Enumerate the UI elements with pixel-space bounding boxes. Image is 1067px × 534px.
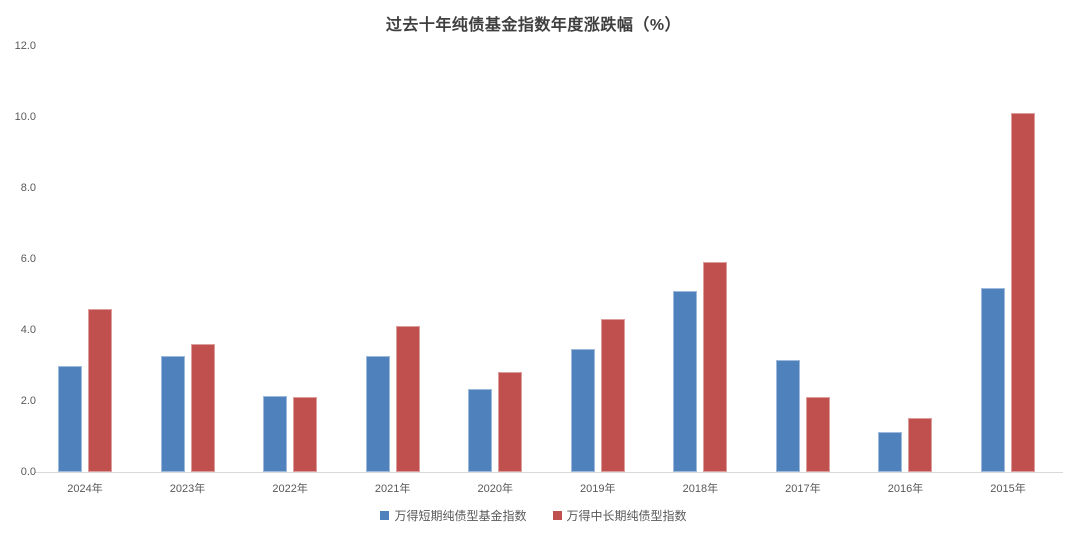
x-axis-tick-label: 2017年 [785,483,821,495]
legend: 万得短期纯债型基金指数 万得中长期纯债型指数 [0,507,1067,524]
x-axis-tick-label: 2018年 [682,483,719,495]
bar-short-term-bond-index [570,348,595,472]
legend-label: 万得短期纯债型基金指数 [394,509,527,523]
bar-medium-long-term-bond-index [293,396,318,472]
bar-medium-long-term-bond-index [703,262,728,472]
y-axis-tick-label: 10.0 [14,111,36,123]
x-axis-tick-label: 2015年 [990,483,1026,495]
bar-short-term-bond-index [468,389,493,472]
bar-short-term-bond-index [263,396,288,472]
bar-short-term-bond-index [775,359,800,472]
x-axis-line [35,472,1063,473]
y-axis-tick-label: 4.0 [20,324,36,336]
bar-medium-long-term-bond-index [88,309,112,472]
bar-medium-long-term-bond-index [600,318,625,472]
bar-short-term-bond-index [981,287,1006,472]
y-axis-tick-label: 0.0 [20,466,36,478]
y-axis-tick-label: 8.0 [20,182,36,194]
x-axis-tick-label: 2021年 [374,483,411,495]
y-axis-tick-label: 2.0 [20,395,36,407]
legend-color-swatch-icon [552,511,562,520]
chart-title: 过去十年纯债基金指数年度涨跌幅（%） [385,17,682,34]
legend-color-swatch-icon [380,511,390,520]
bar-medium-long-term-bond-index [805,396,830,472]
x-axis-tick-label: 2020年 [477,483,513,495]
x-axis-tick-label: 2024年 [67,483,103,495]
x-axis-tick-label: 2022年 [272,483,308,495]
y-axis-tick-label: 6.0 [20,253,36,265]
y-axis-tick-label: 12.0 [14,40,36,52]
bar-medium-long-term-bond-index [1011,112,1036,472]
x-axis-tick-label: 2019年 [580,483,616,495]
legend-item-medium-long-term-bond-index: 万得中长期纯债型指数 [552,507,687,524]
bar-medium-long-term-bond-index [498,371,523,472]
bar-short-term-bond-index [58,365,82,472]
bar-short-term-bond-index [160,355,185,472]
x-axis-tick-label: 2016年 [887,483,924,495]
legend-item-short-term-bond-index: 万得短期纯债型基金指数 [380,507,527,524]
bar-short-term-bond-index [673,290,698,472]
bar-medium-long-term-bond-index [395,326,420,472]
legend-label: 万得中长期纯债型指数 [566,509,687,523]
bar-short-term-bond-index [878,431,903,472]
x-axis-tick-label: 2023年 [169,483,206,495]
bar-short-term-bond-index [365,356,390,472]
bar-medium-long-term-bond-index [190,344,215,472]
bar-medium-long-term-bond-index [908,418,933,472]
